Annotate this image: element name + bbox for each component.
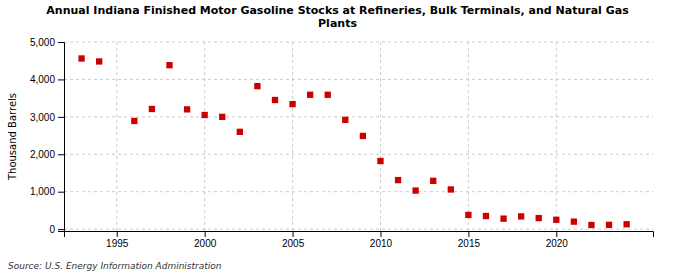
point	[184, 106, 190, 112]
x-tick: 1995	[106, 231, 129, 249]
x-tick-label: 2000	[194, 238, 217, 249]
x-tick-mark	[468, 231, 469, 237]
y-axis-line	[58, 43, 65, 232]
grid-line-y	[64, 79, 653, 80]
point	[412, 187, 418, 193]
point	[606, 222, 612, 228]
grid	[64, 42, 653, 231]
y-tick-label: 3,000	[30, 112, 55, 123]
x-tick-label: 2015	[458, 238, 481, 249]
y-tick: 4,000	[30, 74, 64, 85]
grid-line-x	[204, 42, 205, 231]
x-tick-mark	[556, 231, 557, 237]
point	[96, 58, 102, 64]
x-tick-mark	[117, 231, 118, 237]
grid-line-x	[556, 42, 557, 231]
point	[149, 106, 155, 112]
grid-line-x	[468, 42, 469, 231]
grid-line-y	[64, 154, 653, 155]
point	[307, 92, 313, 98]
y-tick: 2,000	[30, 149, 64, 160]
y-tick: 5,000	[30, 37, 64, 48]
y-tick-label: 4,000	[30, 74, 55, 85]
point	[536, 215, 542, 221]
title: Annual Indiana Finished Motor Gasoline S…	[46, 4, 629, 30]
x-tick-label: 2020	[546, 238, 569, 249]
x-tick-mark	[205, 231, 206, 237]
y-tick-label: 1,000	[30, 186, 55, 197]
point	[219, 114, 225, 120]
point	[395, 177, 401, 183]
y-tick-label: 2,000	[30, 149, 55, 160]
grid-line-y	[64, 116, 653, 117]
y-tick-label: 5,000	[30, 37, 55, 48]
point	[201, 112, 207, 118]
point	[254, 83, 260, 89]
point	[377, 158, 383, 164]
x-tick-label: 2005	[282, 238, 305, 249]
y-axis: 0 1,000 2,000 3,000 4,000 5,000	[30, 37, 65, 235]
grid-line-y	[64, 229, 653, 230]
x-tick-label: 1995	[106, 238, 129, 249]
y-tick: 3,000	[30, 112, 64, 123]
x-tick-mark	[380, 231, 381, 237]
point	[500, 215, 506, 221]
y-tick: 1,000	[30, 186, 64, 197]
point	[131, 118, 137, 124]
point	[360, 133, 366, 139]
y-tick-mark	[58, 192, 64, 193]
y-tick-mark	[58, 117, 64, 118]
y-tick-mark	[58, 79, 64, 80]
x-tick: 2020	[546, 231, 569, 249]
point	[483, 213, 489, 219]
point	[342, 117, 348, 123]
point	[272, 97, 278, 103]
y-axis-label: Thousand Barrels	[7, 93, 18, 181]
y-tick: 0	[49, 224, 64, 235]
grid-line-x	[380, 42, 381, 231]
grid-line-x	[292, 42, 293, 231]
grid-line-y	[64, 42, 653, 43]
point	[325, 92, 331, 98]
point	[465, 212, 471, 218]
x-axis: 1995 2000 2005 2010 2015 2020	[65, 231, 654, 249]
chart: 1995 2000 2005 2010 2015 2020 0 1,000 2,000 3,000…	[0, 0, 675, 275]
x-tick: 2015	[458, 231, 481, 249]
point	[448, 186, 454, 192]
point	[623, 221, 629, 227]
point	[588, 222, 594, 228]
x-tick-mark	[293, 231, 294, 237]
x-tick-label: 2010	[370, 238, 393, 249]
x-axis-line	[65, 232, 654, 238]
points	[78, 55, 629, 228]
point	[166, 62, 172, 68]
point	[518, 213, 524, 219]
point	[78, 55, 84, 61]
grid-line-y	[64, 191, 653, 192]
y-tick-mark	[58, 42, 64, 43]
grid-line-x	[116, 42, 117, 231]
y-tick-mark	[58, 229, 64, 230]
point	[237, 129, 243, 135]
point	[289, 101, 295, 107]
x-tick: 2005	[282, 231, 305, 249]
y-tick-mark	[58, 154, 64, 155]
point	[430, 178, 436, 184]
annotation: Source: U.S. Energy Information Administ…	[8, 261, 222, 271]
x-tick: 2010	[370, 231, 393, 249]
point	[571, 218, 577, 224]
point	[553, 217, 559, 223]
y-tick-label: 0	[49, 224, 55, 235]
x-tick: 2000	[194, 231, 217, 249]
